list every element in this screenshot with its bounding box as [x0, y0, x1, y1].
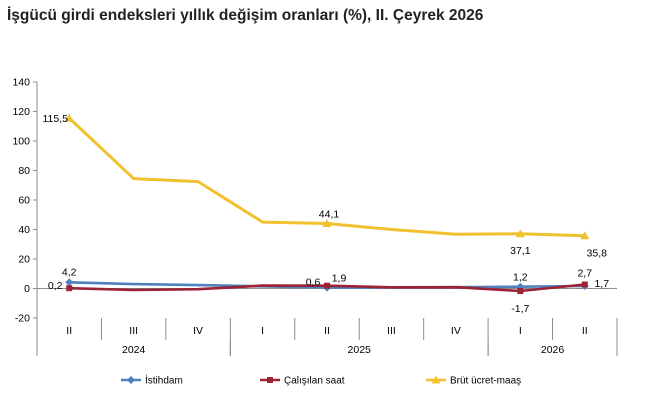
data-label: 1,2 — [513, 272, 528, 284]
point-calisilan-saat — [517, 288, 524, 295]
data-label: 37,1 — [510, 245, 531, 257]
year-label: 2025 — [348, 344, 372, 356]
x-tick-label: II — [324, 325, 330, 337]
chart-title: İşgücü girdi endeksleri yıllık değişim o… — [7, 7, 484, 24]
point-calisilan-saat — [267, 377, 273, 383]
year-label: 2026 — [541, 344, 565, 356]
x-tick-label: IV — [451, 325, 461, 337]
x-tick-label: II — [66, 325, 72, 337]
data-label: 44,1 — [319, 208, 340, 220]
x-tick-label: III — [387, 325, 396, 337]
data-label: 35,8 — [587, 248, 608, 260]
y-tick-label: 140 — [12, 77, 30, 89]
y-tick-label: 0 — [24, 283, 30, 295]
data-label: 0,6 — [306, 277, 321, 289]
point-brut-ucret — [431, 375, 441, 384]
point-brut-ucret — [515, 229, 525, 238]
point-brut-ucret — [64, 113, 74, 122]
data-label: -1,7 — [511, 303, 529, 315]
y-tick-label: 100 — [12, 136, 30, 148]
x-tick-label: II — [582, 325, 588, 337]
legend-label: İstihdam — [145, 374, 183, 387]
data-label: 115,5 — [42, 113, 68, 125]
year-label: 2024 — [122, 344, 146, 356]
point-calisilan-saat — [581, 281, 588, 288]
point-calisilan-saat — [66, 285, 73, 292]
data-label: 1,9 — [332, 273, 347, 285]
data-label: 0,2 — [48, 280, 63, 292]
y-tick-label: 80 — [18, 165, 30, 177]
data-label: 2,7 — [577, 268, 592, 280]
x-tick-label: III — [129, 325, 138, 337]
data-label: 1,7 — [594, 278, 609, 290]
x-tick-label: I — [519, 325, 522, 337]
x-tick-label: IV — [193, 325, 203, 337]
legend-label: Çalışılan saat — [284, 376, 345, 387]
y-tick-label: 40 — [18, 224, 30, 236]
data-label: 4,2 — [62, 266, 77, 278]
point-istihdam — [65, 278, 74, 287]
y-tick-label: 60 — [18, 195, 30, 207]
point-calisilan-saat — [324, 282, 330, 289]
point-brut-ucret — [322, 218, 332, 227]
point-brut-ucret — [580, 231, 590, 240]
point-istihdam — [127, 376, 135, 384]
legend-label: Brüt ücret-maaş — [450, 376, 521, 387]
x-tick-label: I — [261, 325, 264, 337]
y-tick-label: -20 — [15, 313, 30, 325]
y-tick-label: 20 — [18, 254, 30, 266]
y-tick-label: 120 — [12, 106, 30, 118]
